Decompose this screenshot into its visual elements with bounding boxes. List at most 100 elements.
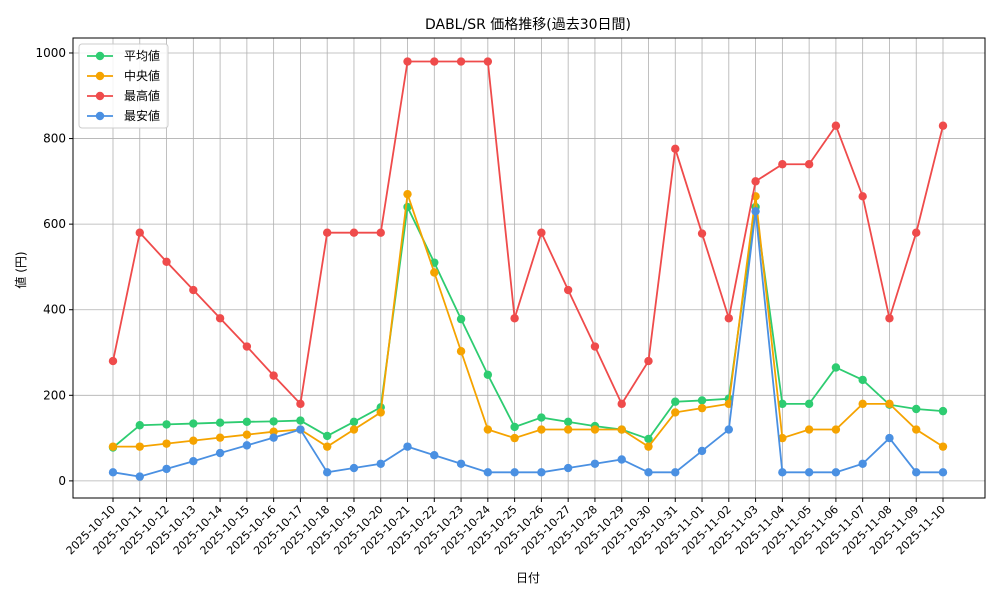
x-axis-label: 日付 bbox=[516, 571, 540, 585]
data-point bbox=[269, 433, 278, 442]
data-point bbox=[322, 431, 332, 441]
series-line bbox=[112, 203, 944, 449]
data-point bbox=[269, 371, 278, 380]
data-point bbox=[912, 404, 921, 414]
data-point bbox=[403, 57, 412, 66]
data-point bbox=[697, 396, 707, 405]
data-point bbox=[697, 403, 707, 413]
data-point bbox=[189, 457, 198, 466]
legend-label: 最高値 bbox=[124, 88, 160, 103]
data-point bbox=[162, 257, 171, 266]
data-point bbox=[671, 408, 680, 417]
data-point bbox=[778, 433, 787, 443]
series-3 bbox=[108, 57, 948, 409]
data-point bbox=[376, 408, 385, 417]
data-point bbox=[349, 463, 359, 473]
data-point bbox=[322, 228, 332, 237]
data-point bbox=[108, 468, 118, 477]
data-point bbox=[456, 459, 466, 468]
data-point bbox=[269, 417, 278, 426]
data-point bbox=[590, 459, 600, 468]
data-point bbox=[269, 427, 278, 436]
data-point bbox=[912, 228, 921, 237]
data-point bbox=[885, 399, 894, 409]
data-point bbox=[617, 425, 626, 434]
data-point bbox=[537, 413, 546, 422]
data-point bbox=[831, 468, 841, 477]
data-point bbox=[162, 420, 171, 429]
data-point bbox=[912, 468, 921, 477]
data-point bbox=[938, 442, 948, 451]
data-point bbox=[242, 417, 252, 427]
series-2 bbox=[108, 189, 948, 451]
data-point bbox=[189, 285, 198, 295]
legend-marker bbox=[95, 111, 105, 121]
data-point bbox=[189, 436, 198, 445]
data-point bbox=[858, 399, 867, 409]
data-point bbox=[885, 433, 894, 443]
legend-marker bbox=[95, 51, 105, 61]
data-point bbox=[189, 419, 198, 428]
data-point bbox=[510, 314, 519, 323]
y-tick-label: 400 bbox=[43, 303, 66, 317]
data-point bbox=[778, 160, 787, 169]
data-point bbox=[456, 347, 466, 356]
data-point bbox=[108, 356, 118, 366]
y-tick-label: 1000 bbox=[35, 46, 66, 60]
data-point bbox=[751, 177, 760, 186]
data-point bbox=[296, 399, 305, 409]
data-point bbox=[671, 144, 680, 154]
data-point bbox=[831, 425, 841, 434]
data-point bbox=[617, 455, 626, 464]
y-axis: 0 200 400 600 800 1000 bbox=[35, 46, 73, 488]
y-tick-label: 800 bbox=[43, 132, 66, 146]
data-point bbox=[215, 314, 225, 323]
data-point bbox=[563, 425, 573, 434]
data-point bbox=[215, 433, 225, 442]
data-point bbox=[403, 442, 412, 451]
y-tick-label: 600 bbox=[43, 217, 66, 231]
data-point bbox=[483, 370, 493, 379]
data-point bbox=[671, 397, 680, 406]
data-point bbox=[938, 121, 948, 130]
data-point bbox=[778, 399, 787, 409]
data-point bbox=[108, 442, 118, 451]
data-point bbox=[778, 468, 787, 477]
data-point bbox=[671, 468, 680, 477]
series-4 bbox=[108, 207, 948, 481]
data-point bbox=[483, 468, 493, 477]
series-layer bbox=[108, 57, 948, 481]
data-point bbox=[724, 314, 734, 323]
data-point bbox=[804, 468, 814, 477]
legend-marker bbox=[95, 91, 105, 101]
legend-box bbox=[78, 43, 169, 129]
data-point bbox=[296, 425, 305, 434]
series-line bbox=[112, 211, 943, 478]
data-point bbox=[162, 439, 171, 448]
series-line bbox=[112, 60, 944, 406]
data-point bbox=[456, 57, 466, 66]
data-point bbox=[537, 468, 546, 477]
y-axis-label: 値 (円) bbox=[13, 251, 28, 288]
data-point bbox=[804, 399, 814, 409]
y-tick-label: 0 bbox=[58, 474, 66, 488]
data-point bbox=[724, 425, 734, 434]
data-point bbox=[510, 422, 519, 432]
plot-area bbox=[72, 37, 986, 499]
data-point bbox=[430, 57, 439, 66]
data-point bbox=[242, 441, 252, 450]
y-tick-label: 200 bbox=[43, 388, 66, 402]
data-point bbox=[162, 464, 171, 474]
data-point bbox=[430, 451, 439, 460]
data-point bbox=[563, 417, 573, 427]
legend-marker bbox=[95, 71, 105, 81]
data-point bbox=[376, 459, 385, 468]
data-point bbox=[563, 285, 573, 295]
data-point bbox=[912, 425, 921, 434]
data-point bbox=[644, 468, 653, 477]
legend-label: 中央値 bbox=[124, 68, 160, 83]
data-point bbox=[135, 472, 144, 481]
data-point bbox=[215, 448, 225, 458]
data-point bbox=[697, 229, 707, 238]
